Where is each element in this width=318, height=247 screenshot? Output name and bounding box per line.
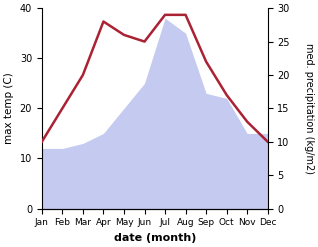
X-axis label: date (month): date (month) — [114, 233, 196, 243]
Y-axis label: med. precipitation (kg/m2): med. precipitation (kg/m2) — [304, 43, 314, 174]
Y-axis label: max temp (C): max temp (C) — [4, 72, 14, 144]
